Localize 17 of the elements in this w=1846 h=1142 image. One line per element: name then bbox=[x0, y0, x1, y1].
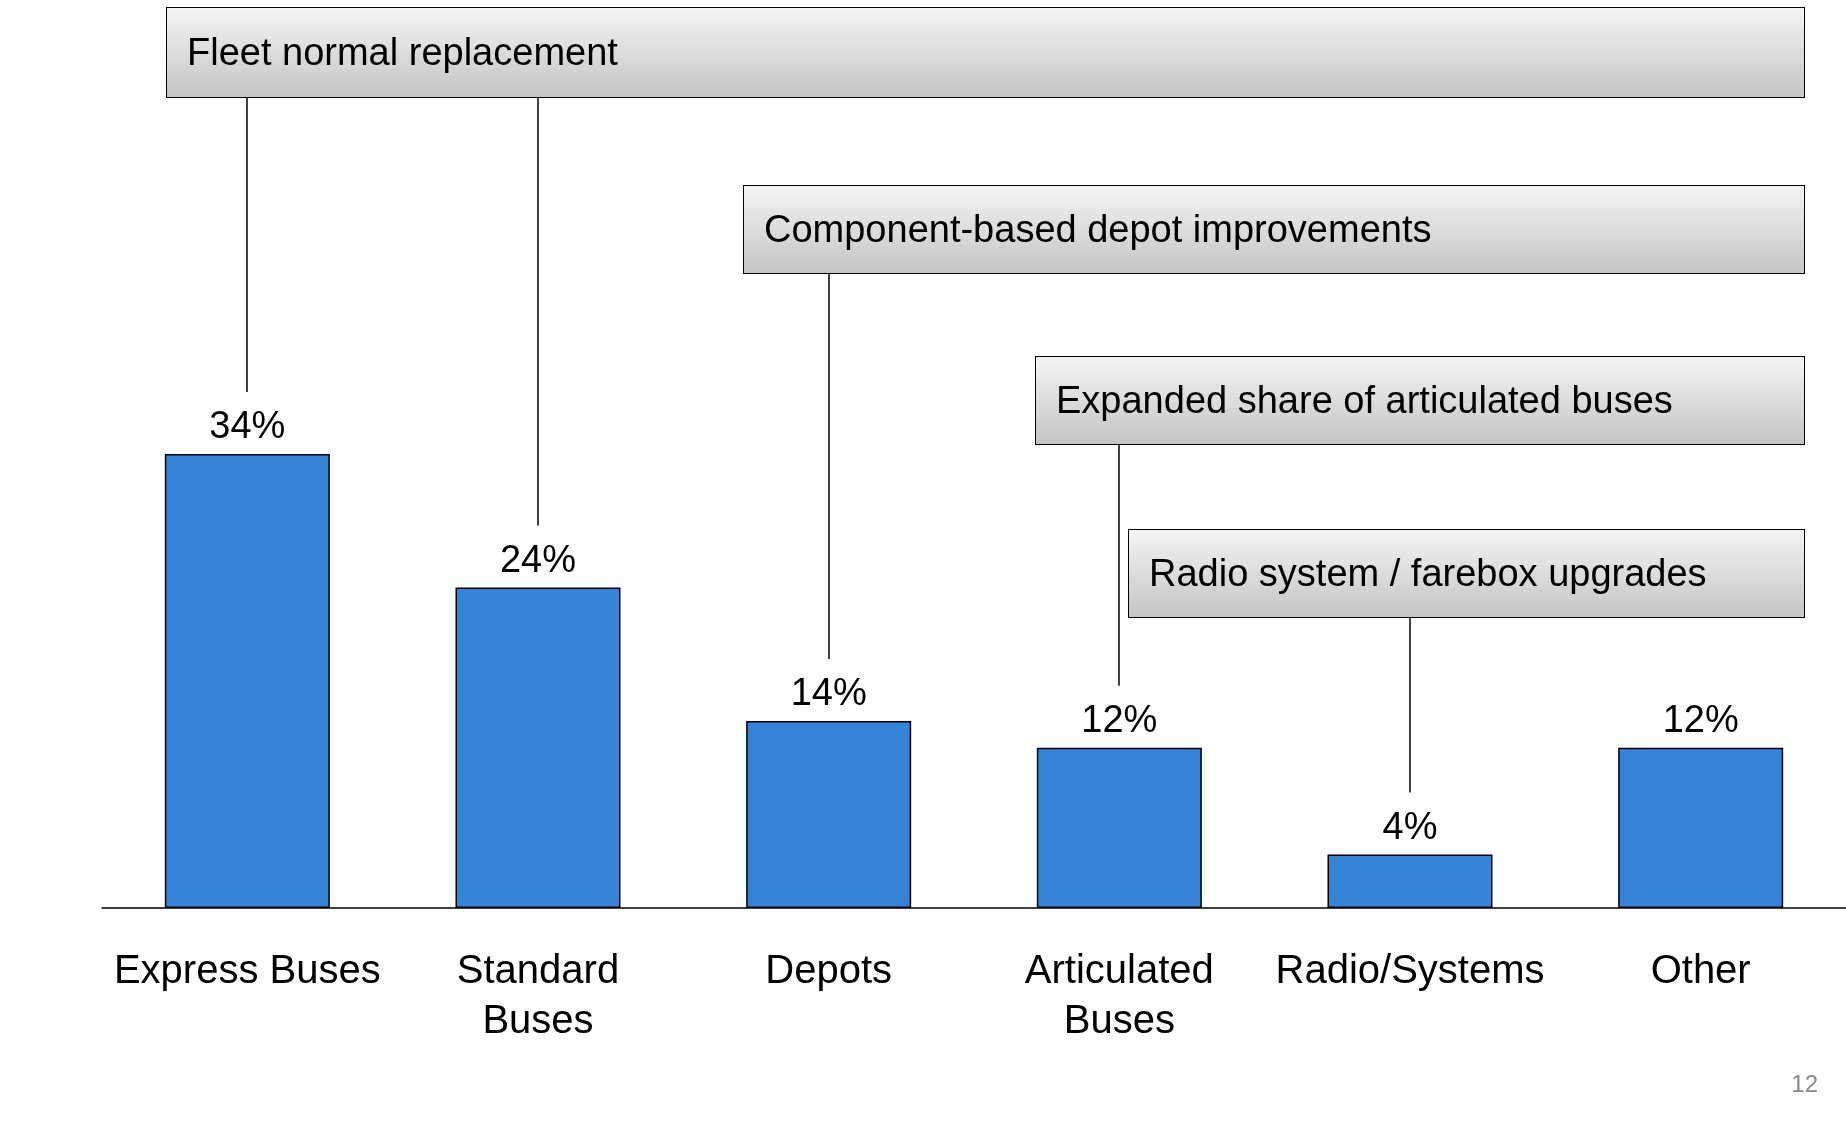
annotation: Radio system / farebox upgrades bbox=[1128, 529, 1805, 618]
x-tick-label: Articulated Buses bbox=[1024, 947, 1214, 1041]
data-label: 12% bbox=[1662, 697, 1739, 740]
x-tick-label: Standard Buses bbox=[456, 947, 620, 1041]
data-label: 12% bbox=[1081, 697, 1158, 740]
x-tick-label: Express Buses bbox=[113, 947, 381, 991]
text: Expanded share of articulated buses bbox=[1035, 356, 1805, 445]
data-label: 24% bbox=[499, 537, 577, 580]
text: Component-based depot improvements bbox=[743, 185, 1805, 274]
x-tick-label: Other bbox=[1650, 947, 1751, 991]
x-tick-label: Depots bbox=[765, 947, 893, 991]
text: 12 bbox=[1791, 1070, 1818, 1098]
data-label: 34% bbox=[209, 404, 286, 446]
data-label: 14% bbox=[790, 671, 867, 714]
text: Fleet normal replacement bbox=[166, 7, 1805, 98]
x-tick-label: Radio/Systems bbox=[1275, 947, 1545, 991]
data-label: 4% bbox=[1382, 804, 1438, 847]
